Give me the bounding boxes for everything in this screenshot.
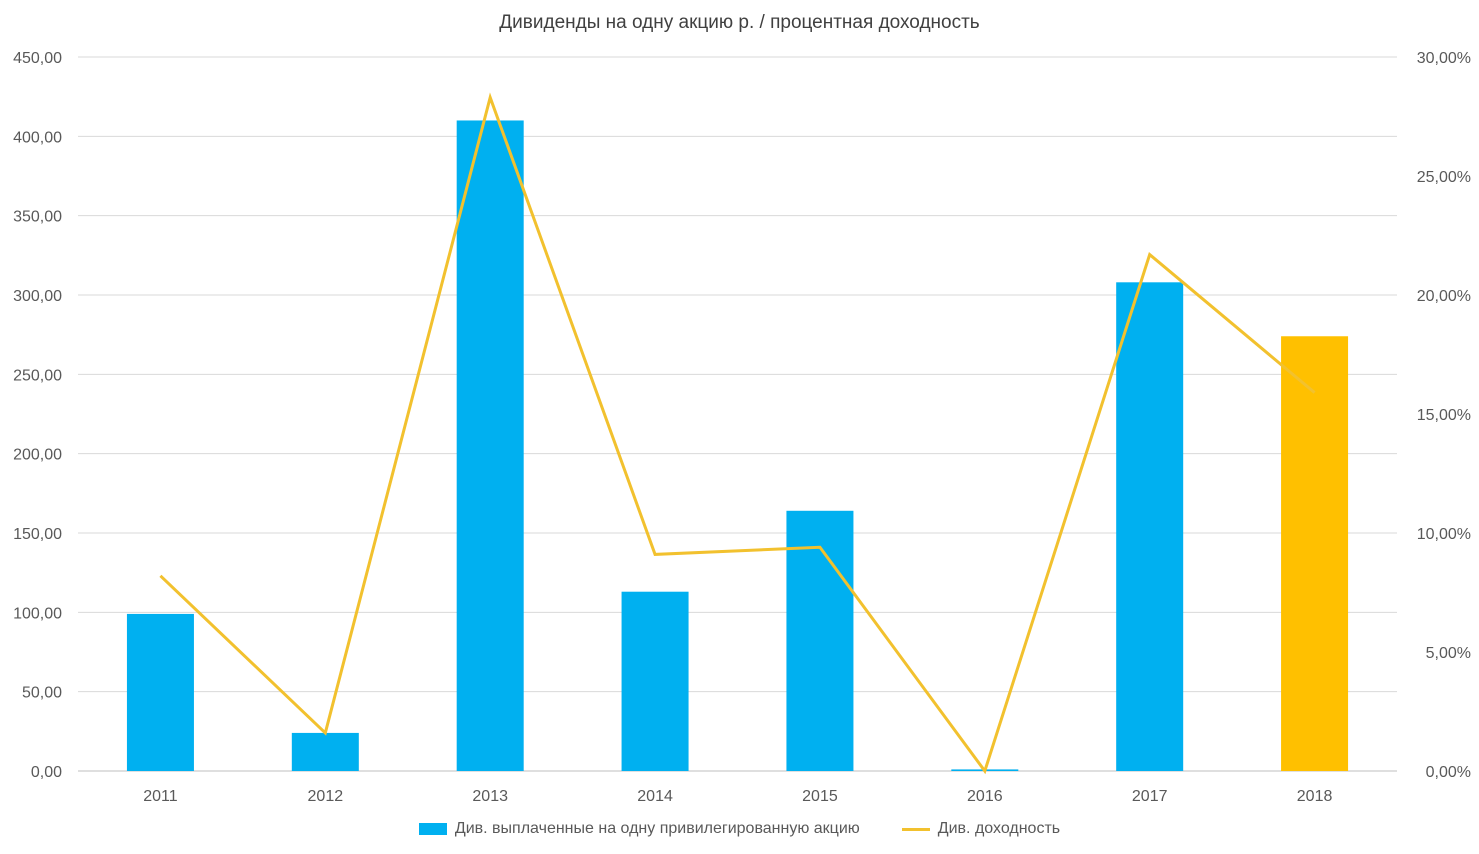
bar	[1281, 336, 1349, 771]
y-left-tick-label: 100,00	[13, 605, 62, 622]
bar	[126, 613, 194, 771]
x-tick-label: 2016	[967, 788, 1003, 805]
y-left-tick-label: 450,00	[13, 50, 62, 67]
y-right-tick-label: 15,00%	[1417, 407, 1471, 424]
y-right-tick-label: 25,00%	[1417, 169, 1471, 186]
y-left-tick-label: 250,00	[13, 367, 62, 384]
y-left-tick-label: 350,00	[13, 209, 62, 226]
legend-swatch-line	[901, 827, 930, 831]
y-left-tick-label: 150,00	[13, 526, 62, 543]
bar	[621, 591, 689, 771]
y-left-tick-label: 0,00	[31, 764, 62, 781]
y-left-tick-label: 50,00	[22, 685, 62, 702]
legend-item-line: Див. доходность	[901, 820, 1061, 838]
x-tick-label: 2017	[1132, 788, 1168, 805]
y-right-tick-label: 30,00%	[1417, 50, 1471, 67]
y-right-tick-label: 0,00%	[1426, 764, 1471, 781]
legend-swatch-bar	[418, 823, 447, 835]
legend-item-bar: Див. выплаченные на одну привилегированн…	[418, 820, 860, 838]
x-tick-label: 2015	[802, 788, 838, 805]
x-tick-label: 2013	[472, 788, 508, 805]
legend-label-bar: Див. выплаченные на одну привилегированн…	[454, 820, 860, 837]
bar	[786, 510, 854, 771]
bar	[291, 732, 359, 771]
legend: Див. выплаченные на одну привилегированн…	[0, 820, 1479, 838]
x-tick-label: 2014	[637, 788, 673, 805]
x-tick-label: 2012	[308, 788, 344, 805]
line-series	[159, 92, 1316, 775]
y-left-tick-label: 200,00	[13, 447, 62, 464]
y-right-tick-label: 5,00%	[1426, 645, 1471, 662]
bar	[456, 120, 524, 771]
y-right-tick-label: 10,00%	[1417, 526, 1471, 543]
legend-label-line: Див. доходность	[937, 820, 1061, 837]
bar	[1116, 282, 1184, 771]
chart-title: Дивиденды на одну акцию р. / процентная …	[499, 12, 980, 33]
y-left-tick-label: 400,00	[13, 129, 62, 146]
x-tick-label: 2018	[1297, 788, 1333, 805]
y-left-tick-label: 300,00	[13, 288, 62, 305]
y-right-tick-label: 20,00%	[1417, 288, 1471, 305]
x-tick-label: 2011	[143, 788, 178, 805]
